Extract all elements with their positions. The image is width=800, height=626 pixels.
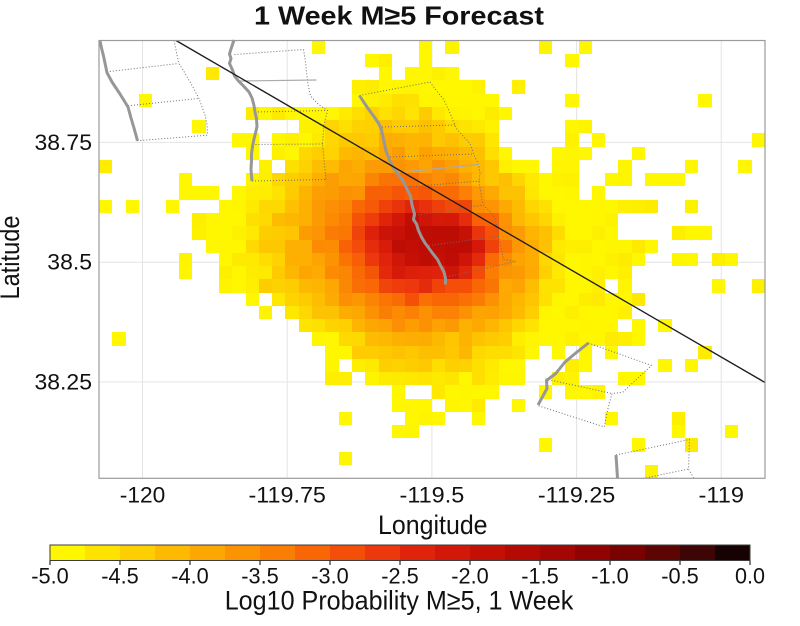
svg-text:-120: -120 (120, 482, 166, 507)
svg-text:38.5: 38.5 (47, 250, 92, 275)
svg-text:-1.0: -1.0 (591, 564, 629, 589)
svg-text:-3.5: -3.5 (241, 564, 279, 589)
svg-text:-4.0: -4.0 (171, 564, 209, 589)
svg-text:-119.75: -119.75 (249, 482, 326, 507)
svg-text:Log10 Probability M≥5, 1 Week: Log10 Probability M≥5, 1 Week (225, 585, 574, 615)
svg-text:-4.5: -4.5 (101, 564, 139, 589)
svg-text:-119: -119 (699, 482, 745, 507)
svg-text:38.25: 38.25 (35, 370, 93, 395)
svg-text:-0.5: -0.5 (661, 564, 699, 589)
svg-text:-3.0: -3.0 (311, 564, 349, 589)
svg-text:38.75: 38.75 (35, 130, 93, 155)
svg-text:-1.5: -1.5 (521, 564, 559, 589)
svg-text:-2.0: -2.0 (451, 564, 489, 589)
svg-text:-119.25: -119.25 (538, 482, 615, 507)
svg-text:-2.5: -2.5 (381, 564, 419, 589)
svg-text:Longitude: Longitude (378, 510, 488, 540)
svg-text:-119.5: -119.5 (400, 482, 465, 507)
svg-text:1 Week M≥5 Forecast: 1 Week M≥5 Forecast (254, 1, 544, 31)
svg-text:-5.0: -5.0 (31, 564, 69, 589)
svg-text:0.0: 0.0 (735, 564, 765, 589)
svg-text:Latitude: Latitude (0, 216, 25, 300)
